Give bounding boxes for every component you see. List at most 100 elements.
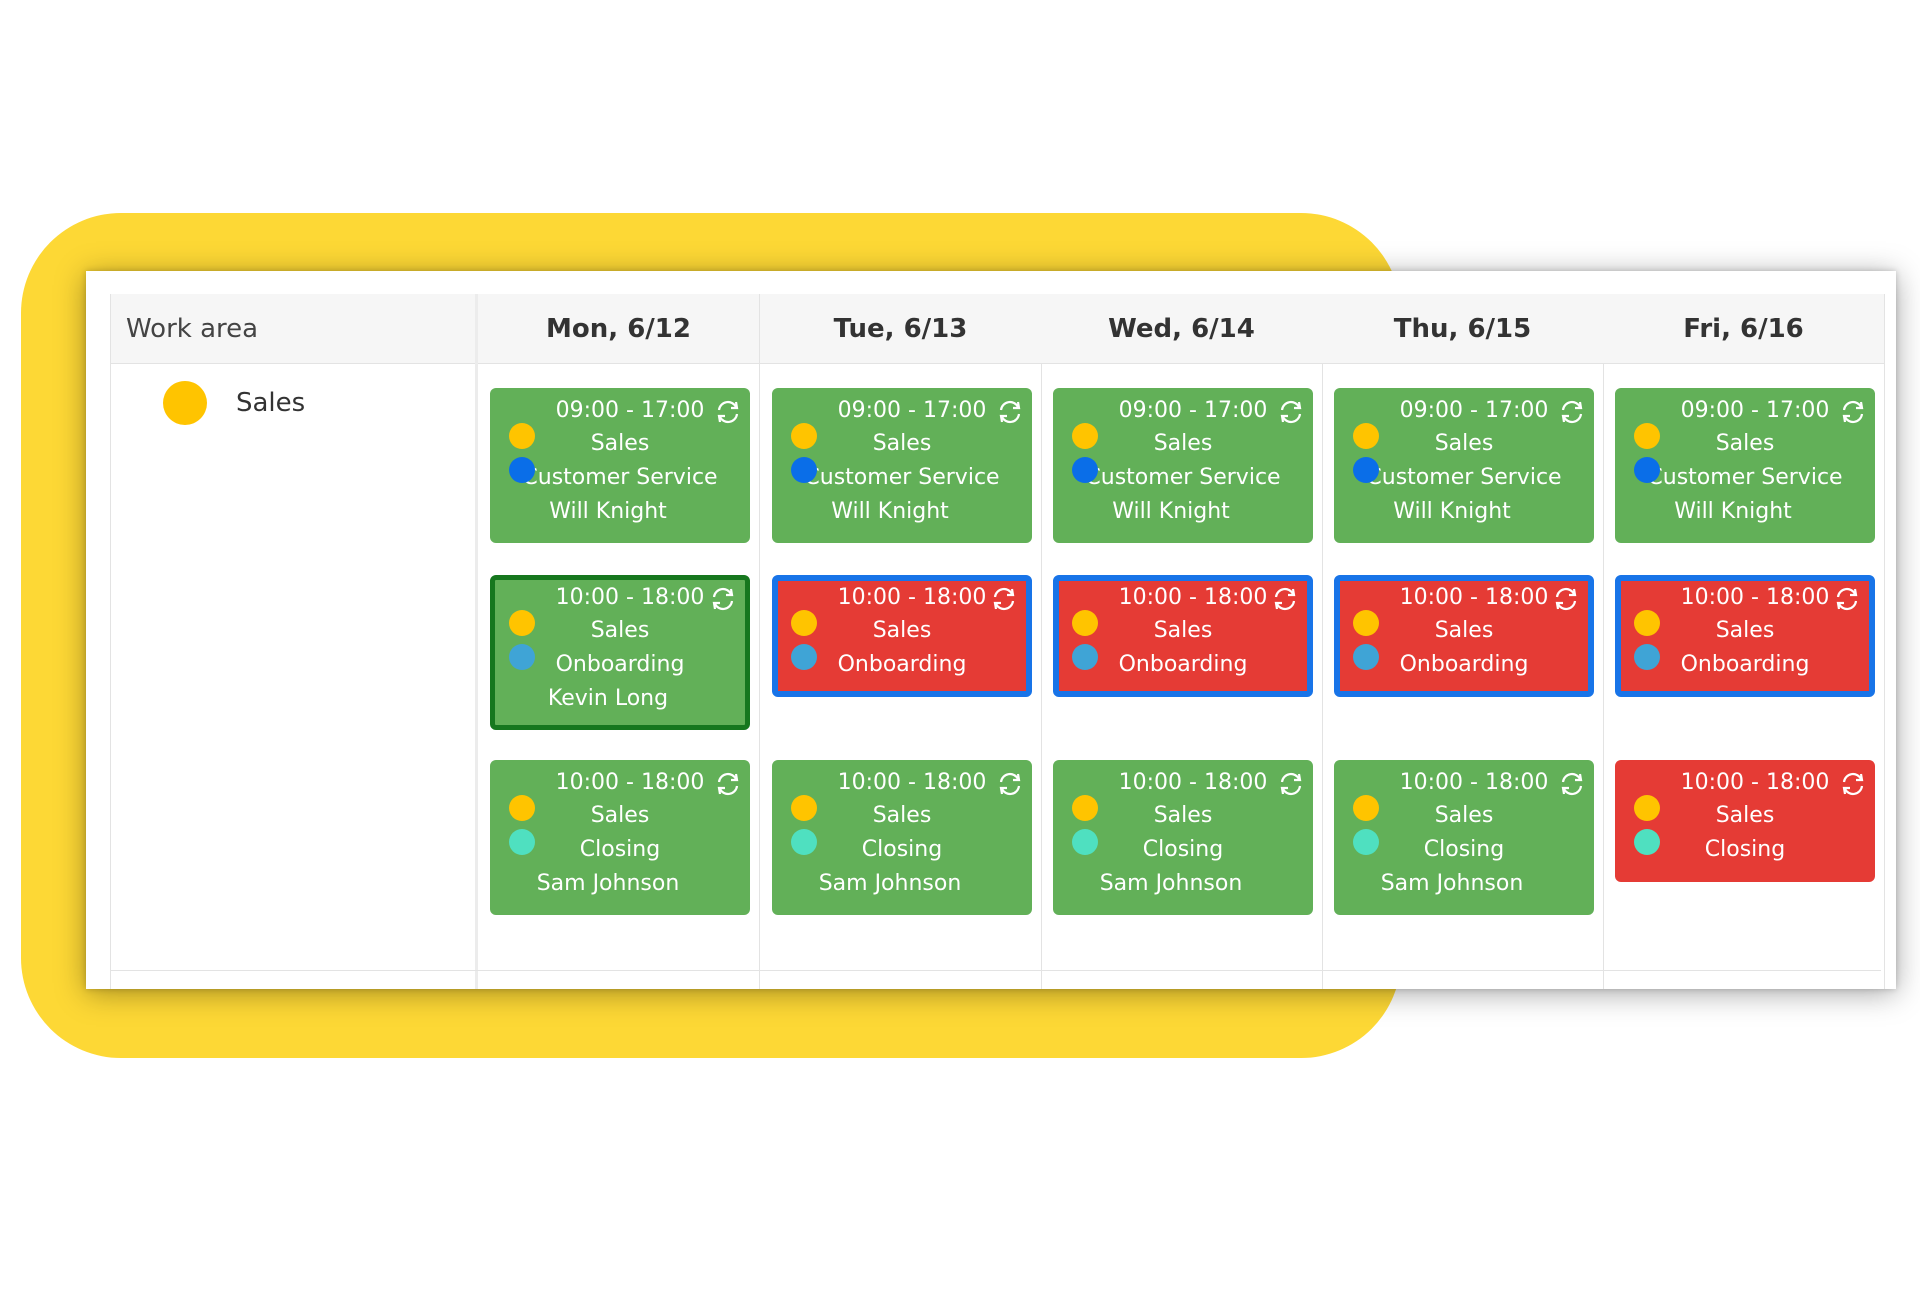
day-column: Tue, 6/13 09:00 - 17:00 Sales Customer Serv…	[760, 294, 1042, 989]
shift-work-area: Sales	[590, 803, 650, 828]
repeat-icon[interactable]	[1839, 770, 1867, 798]
repeat-icon[interactable]	[1271, 585, 1299, 613]
shift-card[interactable]: 09:00 - 17:00 Sales Customer Service Will K…	[490, 388, 750, 543]
position-dot	[791, 829, 817, 855]
shift-employee: Will Knight	[831, 499, 949, 524]
shift-card[interactable]: 09:00 - 17:00 Sales Customer Service Will K…	[1053, 388, 1313, 543]
repeat-icon[interactable]	[714, 398, 742, 426]
work-area-item-sales[interactable]: Sales	[163, 381, 475, 425]
work-area-color-dot	[163, 381, 207, 425]
position-dot	[1353, 457, 1379, 483]
work-area-dot	[791, 423, 817, 449]
repeat-icon[interactable]	[1833, 585, 1861, 613]
shift-work-area: Sales	[1715, 431, 1775, 456]
shift-position: Customer Service	[1366, 465, 1562, 490]
shift-work-area: Sales	[1153, 431, 1213, 456]
repeat-icon[interactable]	[1839, 398, 1867, 426]
work-area-dot	[509, 610, 535, 636]
repeat-icon[interactable]	[1277, 770, 1305, 798]
shift-work-area: Sales	[1434, 803, 1494, 828]
work-area-dot	[1072, 423, 1098, 449]
shift-card[interactable]: 09:00 - 17:00 Sales Customer Service Will K…	[1615, 388, 1875, 543]
shift-time: 10:00 - 18:00	[1399, 585, 1549, 610]
shift-time: 10:00 - 18:00	[1118, 585, 1268, 610]
work-area-header: Work area	[111, 294, 475, 364]
shift-work-area: Sales	[1715, 618, 1775, 643]
shift-position: Onboarding	[1118, 652, 1248, 677]
shift-work-area: Sales	[1434, 431, 1494, 456]
shift-work-area: Sales	[1153, 803, 1213, 828]
shift-card[interactable]: 10:00 - 18:00 Sales Onboarding	[772, 575, 1032, 697]
day-column: Fri, 6/16 09:00 - 17:00 Sales Customer Serv…	[1603, 294, 1885, 989]
shift-position: Closing	[1142, 837, 1224, 862]
work-area-dot	[509, 423, 535, 449]
shift-work-area: Sales	[1434, 618, 1494, 643]
shift-position: Closing	[579, 837, 661, 862]
repeat-icon[interactable]	[714, 770, 742, 798]
shift-time: 09:00 - 17:00	[555, 398, 705, 423]
shift-position: Closing	[1704, 837, 1786, 862]
day-header[interactable]: Wed, 6/14	[1041, 294, 1322, 364]
position-dot	[791, 644, 817, 670]
repeat-icon[interactable]	[996, 770, 1024, 798]
shift-employee: Sam Johnson	[1099, 871, 1243, 896]
position-dot	[1634, 829, 1660, 855]
shift-time: 09:00 - 17:00	[1118, 398, 1268, 423]
repeat-icon[interactable]	[996, 398, 1024, 426]
shift-card[interactable]: 10:00 - 18:00 Sales Onboarding	[1334, 575, 1594, 697]
work-area-dot	[1072, 795, 1098, 821]
shift-position: Customer Service	[1085, 465, 1281, 490]
shift-employee: Kevin Long	[547, 686, 669, 711]
shift-employee: Sam Johnson	[536, 871, 680, 896]
day-column: Thu, 6/15 09:00 - 17:00 Sales Customer Serv…	[1322, 294, 1604, 989]
shift-position: Onboarding	[1680, 652, 1810, 677]
shift-work-area: Sales	[872, 431, 932, 456]
repeat-icon[interactable]	[709, 585, 737, 613]
shift-position: Onboarding	[1399, 652, 1529, 677]
day-header[interactable]: Thu, 6/15	[1322, 294, 1603, 364]
shift-card[interactable]: 10:00 - 18:00 Sales Closing Sam Johnson	[772, 760, 1032, 915]
position-dot	[1634, 457, 1660, 483]
shift-time: 10:00 - 18:00	[837, 585, 987, 610]
shift-card[interactable]: 09:00 - 17:00 Sales Customer Service Will K…	[772, 388, 1032, 543]
work-area-column: Work area Sales	[111, 294, 478, 989]
repeat-icon[interactable]	[1277, 398, 1305, 426]
shift-work-area: Sales	[1715, 803, 1775, 828]
day-column: Wed, 6/14 09:00 - 17:00 Sales Customer Serv…	[1041, 294, 1323, 989]
shift-time: 10:00 - 18:00	[1680, 770, 1830, 795]
shift-time: 10:00 - 18:00	[837, 770, 987, 795]
repeat-icon[interactable]	[990, 585, 1018, 613]
shift-time: 10:00 - 18:00	[1118, 770, 1268, 795]
position-dot	[509, 644, 535, 670]
day-header[interactable]: Fri, 6/16	[1603, 294, 1884, 364]
shift-card[interactable]: 10:00 - 18:00 Sales Closing Sam Johnson	[490, 760, 750, 915]
shift-card[interactable]: 10:00 - 18:00 Sales Closing Sam Johnson	[1334, 760, 1594, 915]
day-header[interactable]: Mon, 6/12	[478, 294, 759, 364]
shift-position: Onboarding	[555, 652, 685, 677]
shift-card[interactable]: 10:00 - 18:00 Sales Closing	[1615, 760, 1875, 882]
schedule-card: Work area Sales Mon, 6/12 09:00 - 17:00 Sa…	[86, 271, 1896, 989]
work-area-dot	[509, 795, 535, 821]
position-dot	[1634, 644, 1660, 670]
day-header[interactable]: Tue, 6/13	[760, 294, 1041, 364]
shift-time: 10:00 - 18:00	[555, 585, 705, 610]
position-dot	[509, 829, 535, 855]
shift-card[interactable]: 09:00 - 17:00 Sales Customer Service Will K…	[1334, 388, 1594, 543]
work-area-dot	[1634, 610, 1660, 636]
shift-employee: Sam Johnson	[818, 871, 962, 896]
shift-card[interactable]: 10:00 - 18:00 Sales Closing Sam Johnson	[1053, 760, 1313, 915]
shift-time: 10:00 - 18:00	[1680, 585, 1830, 610]
grid-bottom-border	[111, 970, 1881, 971]
repeat-icon[interactable]	[1552, 585, 1580, 613]
shift-card[interactable]: 10:00 - 18:00 Sales Onboarding Kevin Long	[490, 575, 750, 730]
day-column: Mon, 6/12 09:00 - 17:00 Sales Customer Serv…	[478, 294, 760, 989]
shift-employee: Sam Johnson	[1380, 871, 1524, 896]
position-dot	[1353, 829, 1379, 855]
shift-card[interactable]: 10:00 - 18:00 Sales Onboarding	[1615, 575, 1875, 697]
repeat-icon[interactable]	[1558, 770, 1586, 798]
work-area-dot	[791, 795, 817, 821]
shift-work-area: Sales	[590, 431, 650, 456]
shift-employee: Will Knight	[1393, 499, 1511, 524]
repeat-icon[interactable]	[1558, 398, 1586, 426]
shift-card[interactable]: 10:00 - 18:00 Sales Onboarding	[1053, 575, 1313, 697]
